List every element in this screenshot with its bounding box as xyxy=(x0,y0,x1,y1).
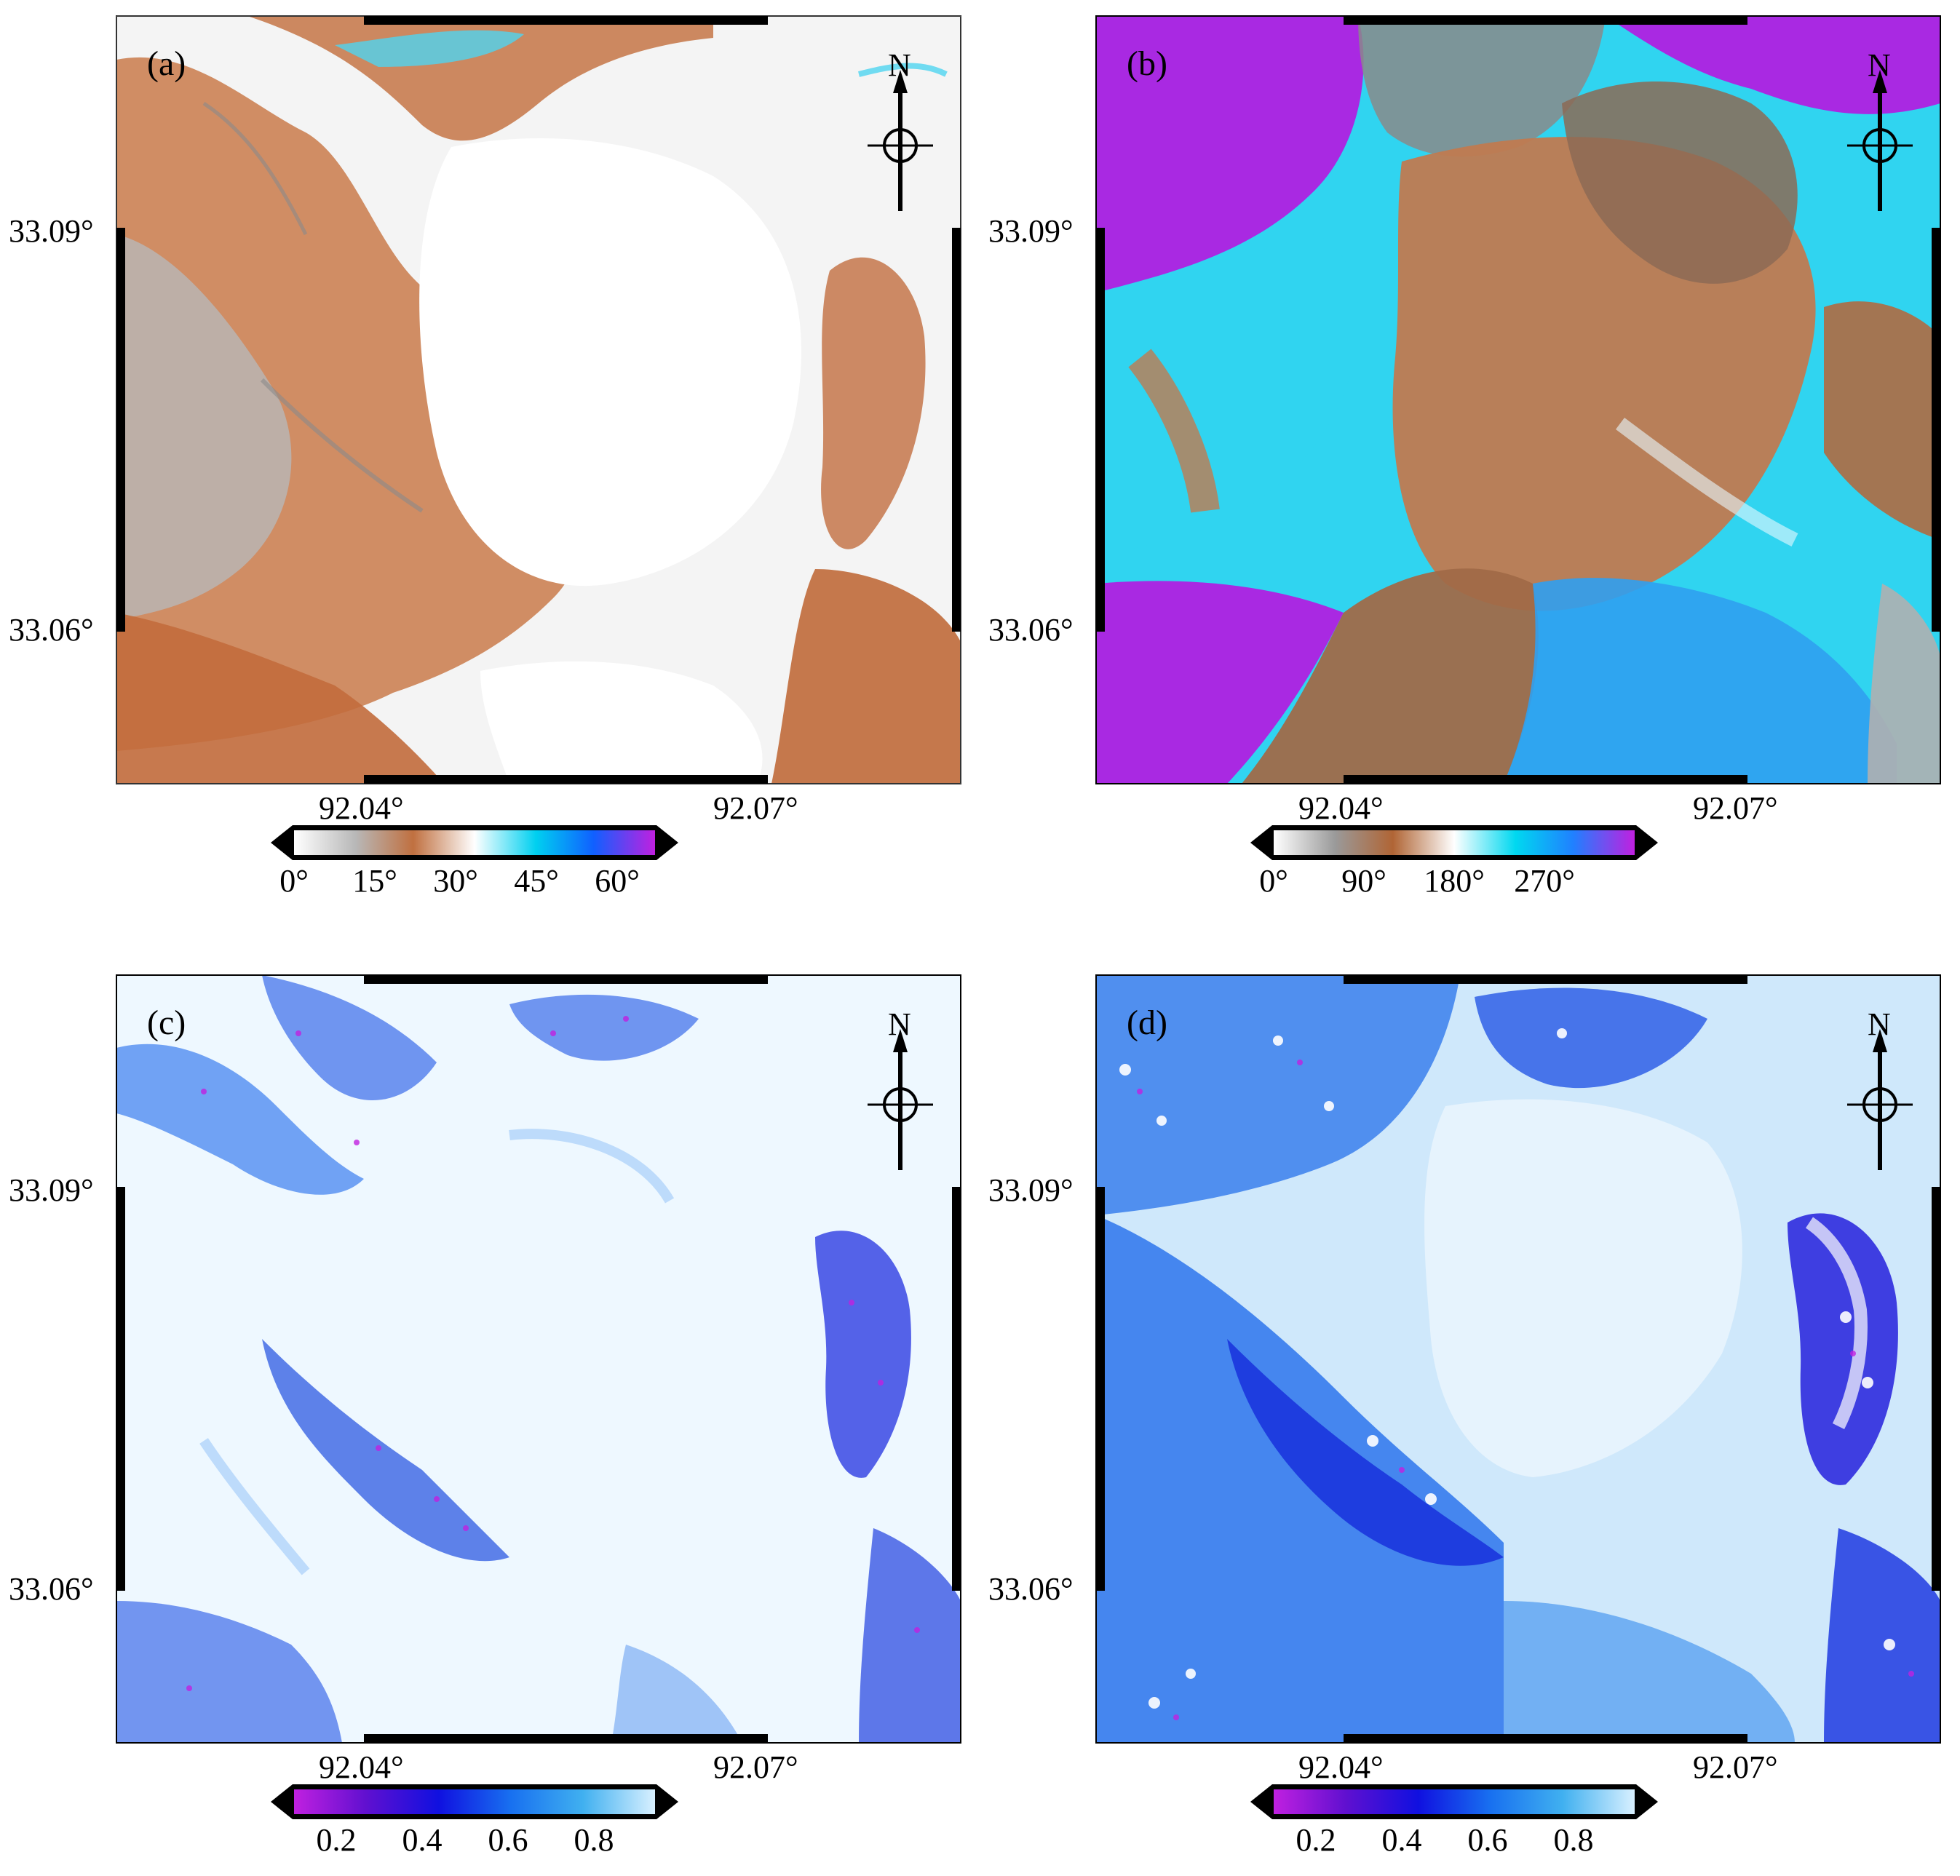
x-tick-left: 92.04° xyxy=(1298,790,1384,826)
y-tick-bottom: 33.06° xyxy=(988,612,1074,648)
index-map: (d) N xyxy=(1096,975,1940,1743)
colorbar-label: 270° xyxy=(1514,863,1575,899)
map-frame xyxy=(116,974,961,1744)
aspect-map: (b) N xyxy=(1096,16,1940,784)
colorbar-label: 45° xyxy=(514,863,559,899)
colorbar-label: 0.4 xyxy=(1381,1822,1422,1858)
colorbar-labels: 0.2 0.4 0.6 0.8 xyxy=(271,1821,678,1862)
colorbar xyxy=(271,821,678,865)
panel-label: (d) xyxy=(1127,1003,1167,1042)
slope-map: (a) N xyxy=(116,16,961,784)
y-tick-bottom: 33.06° xyxy=(9,612,94,648)
colorbar-label: 0.6 xyxy=(488,1822,528,1858)
colorbar-label: 0.2 xyxy=(316,1822,357,1858)
colorbar xyxy=(271,1780,678,1824)
north-arrow-icon xyxy=(868,1029,933,1170)
x-tick-left: 92.04° xyxy=(319,1749,404,1785)
x-tick-left: 92.04° xyxy=(319,790,404,826)
colorbar-labels: 0.2 0.4 0.6 0.8 xyxy=(1250,1821,1658,1862)
colorbar-label: 30° xyxy=(433,863,478,899)
colorbar-label: 0° xyxy=(1259,863,1288,899)
panel-label: (b) xyxy=(1127,44,1167,83)
panel-d: (d) N 33.09° 33.06° 92.04° 92.07° 0. xyxy=(980,959,1959,1876)
map-frame xyxy=(1095,974,1941,1744)
colorbar-label: 0.4 xyxy=(402,1822,443,1858)
index-map: (c) N xyxy=(116,975,961,1743)
map-speckles xyxy=(186,1016,920,1691)
map-speckles xyxy=(1119,1028,1895,1709)
colorbar-label: 180° xyxy=(1424,863,1485,899)
colorbar-label: 0.6 xyxy=(1467,1822,1508,1858)
colorbar-label: 15° xyxy=(352,863,397,899)
y-tick-top: 33.09° xyxy=(988,213,1074,249)
colorbar-label: 0.8 xyxy=(574,1822,614,1858)
x-tick-right: 92.07° xyxy=(713,1749,798,1785)
x-tick-right: 92.07° xyxy=(1693,790,1778,826)
map-frame xyxy=(1095,15,1941,784)
colorbar-label: 0.2 xyxy=(1296,1822,1336,1858)
y-tick-top: 33.09° xyxy=(988,1172,1074,1208)
colorbar-labels: 0° 15° 30° 45° 60° xyxy=(271,862,678,903)
north-arrow-icon xyxy=(868,70,933,211)
panel-c: (c) N 33.09° 33.06° 92.04° 92.07° 0. xyxy=(0,959,980,1876)
colorbar-label: 0.8 xyxy=(1553,1822,1594,1858)
y-tick-bottom: 33.06° xyxy=(9,1571,94,1607)
y-tick-top: 33.09° xyxy=(9,213,94,249)
colorbar-labels: 0° 90° 180° 270° xyxy=(1250,862,1658,903)
colorbar-label: 90° xyxy=(1341,863,1386,899)
panel-label: (c) xyxy=(147,1003,186,1042)
x-tick-right: 92.07° xyxy=(1693,1749,1778,1785)
panel-a: (a) N 33.09° 33.06° 92.04° 92.07° xyxy=(0,0,980,917)
colorbar xyxy=(1250,1780,1658,1824)
y-tick-bottom: 33.06° xyxy=(988,1571,1074,1607)
x-tick-left: 92.04° xyxy=(1298,1749,1384,1785)
x-tick-right: 92.07° xyxy=(713,790,798,826)
y-tick-top: 33.09° xyxy=(9,1172,94,1208)
map-speckles xyxy=(1137,1060,1914,1720)
north-arrow-icon xyxy=(1847,70,1913,211)
colorbar xyxy=(1250,821,1658,865)
panel-label: (a) xyxy=(147,44,186,83)
map-frame xyxy=(116,15,961,784)
colorbar-label: 0° xyxy=(279,863,309,899)
panel-b: (b) N 33.09° 33.06° 92.04° 92.07° 0° xyxy=(980,0,1959,917)
colorbar-label: 60° xyxy=(595,863,640,899)
north-arrow-icon xyxy=(1847,1029,1913,1170)
